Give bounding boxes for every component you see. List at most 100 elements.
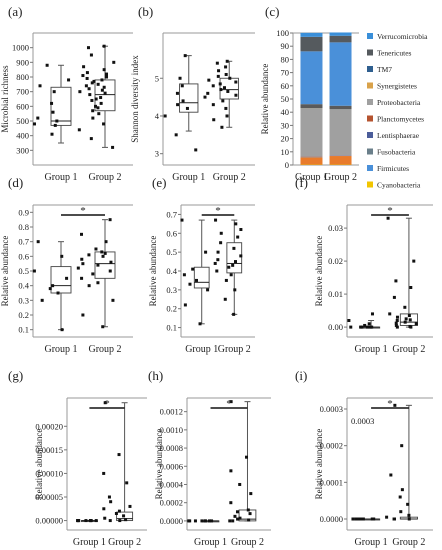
data-point	[385, 515, 389, 519]
data-point	[78, 90, 82, 94]
data-point	[180, 84, 184, 88]
data-point	[361, 517, 365, 521]
data-point	[32, 269, 36, 273]
legend-label: Lentisphaerae	[377, 131, 420, 140]
x-category-label: Group 1	[185, 344, 218, 355]
data-point	[414, 322, 418, 326]
y-axis-title: Shannon diversity index	[130, 55, 140, 143]
panel-label: (h)	[148, 368, 163, 383]
data-point	[85, 76, 89, 80]
data-point	[212, 118, 216, 122]
box	[193, 266, 210, 289]
significance-marker: *	[104, 398, 110, 410]
y-tick-label: 80	[281, 54, 290, 64]
data-point	[108, 519, 112, 523]
bar-segment	[300, 32, 323, 37]
data-point	[96, 82, 100, 86]
bar-segment	[300, 157, 323, 165]
data-point	[102, 85, 106, 89]
y-axis-title: Relative abundance	[314, 236, 324, 307]
y-axis-title: Microbial richness	[0, 65, 10, 133]
data-point	[80, 276, 84, 280]
y-tick-label: 20	[281, 134, 290, 144]
chart-panel-2: (c) 0 10 20 30 40 50 60 70 80 90 100 Relative abunda…	[260, 4, 428, 190]
significance-marker: *	[387, 398, 393, 410]
data-point	[174, 133, 178, 137]
y-tick-label: 0.0001	[320, 477, 343, 487]
data-point	[87, 87, 91, 91]
chart-panel-5: (f) 0.00 0.01 0.02 0.03 Relative abundance Gro…	[295, 175, 433, 355]
x-category-label: Group 2	[392, 537, 425, 548]
data-point	[372, 517, 376, 521]
y-tick-label: 0.00020	[35, 421, 63, 431]
data-point	[222, 86, 226, 90]
data-point	[236, 235, 240, 239]
y-tick-label: 0.1	[18, 325, 29, 335]
data-point	[94, 519, 98, 523]
y-tick-label: 0.7	[18, 237, 29, 247]
data-point	[370, 312, 374, 316]
y-tick-label: 0.0004	[160, 479, 184, 489]
panel-label: (b)	[138, 4, 153, 19]
y-axis-title: Relative abundance	[0, 236, 10, 307]
panel-label: (f)	[295, 175, 308, 190]
data-point	[125, 481, 129, 485]
x-category-label: Group 1	[44, 172, 77, 183]
data-point	[219, 88, 223, 92]
data-point	[412, 259, 416, 263]
data-point	[122, 514, 126, 518]
data-point	[77, 128, 81, 132]
x-category-label: Group 2	[231, 537, 264, 548]
data-point	[180, 218, 184, 222]
data-point	[163, 114, 167, 118]
y-tick-label: 50	[281, 94, 290, 104]
data-point	[96, 106, 100, 110]
data-point	[392, 517, 396, 521]
data-point	[238, 516, 242, 520]
data-point	[103, 91, 107, 95]
data-point	[228, 519, 232, 523]
legend-swatch	[367, 165, 373, 171]
data-point	[102, 68, 106, 72]
y-tick-label: 0.7	[166, 209, 177, 219]
chart-panel-0: (a) 300 400 500 600 700 800 900 1000 Microbial ri…	[0, 4, 133, 183]
data-point	[191, 267, 195, 271]
data-point	[349, 325, 353, 329]
data-point	[108, 269, 112, 273]
data-point	[226, 89, 230, 93]
panel-annotation: 0.0003	[351, 416, 374, 426]
data-point	[206, 91, 210, 95]
data-point	[91, 109, 95, 113]
data-point	[247, 518, 251, 522]
bar-segment	[329, 109, 352, 156]
data-point	[233, 288, 237, 292]
data-point	[86, 46, 90, 50]
chart-panel-4: (e) 0.1 0.2 0.3 0.4 0.5 0.6 0.7 Relative abundan…	[148, 175, 255, 355]
y-tick-label: 70	[281, 68, 290, 78]
data-point	[104, 240, 108, 244]
y-tick-label: 90	[281, 41, 290, 51]
data-point	[229, 273, 233, 277]
legend-label: TM7	[377, 65, 392, 74]
y-tick-label: 10	[281, 147, 290, 157]
y-tick-label: 0	[285, 160, 289, 170]
data-point	[228, 76, 232, 80]
legend-swatch	[367, 99, 373, 105]
data-point	[81, 74, 85, 78]
y-tick-label: 0.1	[166, 323, 177, 333]
x-category-label: Group 1	[73, 537, 106, 548]
data-point	[32, 122, 36, 126]
data-point	[398, 495, 402, 499]
data-point	[204, 250, 208, 254]
data-point	[99, 101, 103, 105]
data-point	[100, 78, 104, 82]
data-point	[107, 495, 111, 499]
y-tick-label: 5	[155, 73, 159, 83]
data-point	[40, 298, 44, 302]
legend-swatch	[367, 49, 373, 56]
data-point	[360, 325, 364, 329]
legend-swatch	[367, 115, 373, 122]
data-point	[91, 272, 95, 276]
data-point	[395, 319, 399, 322]
